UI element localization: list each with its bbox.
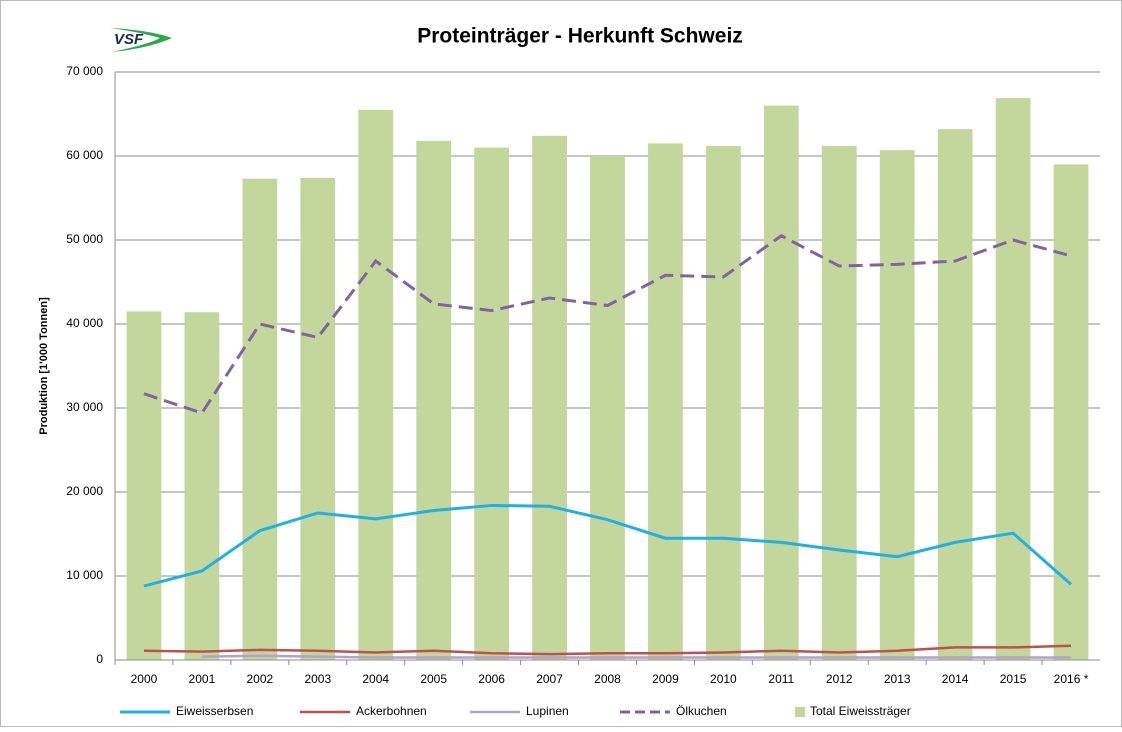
bar	[532, 135, 567, 661]
y-tick-label: 60 000	[66, 148, 103, 162]
bar	[184, 312, 220, 660]
y-tick-label: 10 000	[66, 568, 103, 582]
bar	[648, 143, 683, 660]
x-tick-label: 2006	[478, 672, 505, 686]
legend-swatch	[795, 707, 805, 717]
bar	[706, 145, 741, 661]
x-tick-label: 2004	[362, 672, 389, 686]
bar	[937, 129, 973, 660]
bar	[242, 178, 278, 660]
line-series	[201, 654, 1072, 659]
x-tick-label: 2012	[826, 672, 853, 686]
bar	[995, 98, 1031, 661]
bar	[821, 145, 857, 661]
legend-label: Lupinen	[526, 704, 569, 718]
x-tick-label: 2013	[884, 672, 911, 686]
bar	[126, 311, 162, 660]
y-tick-label: 70 000	[66, 64, 103, 78]
x-tick-label: 2009	[652, 672, 679, 686]
x-tick-label: 2003	[304, 672, 331, 686]
chart-title: Proteinträger - Herkunft Schweiz	[417, 25, 743, 48]
line-series	[143, 234, 1072, 415]
bar	[590, 156, 625, 660]
y-tick-label: 20 000	[66, 484, 103, 498]
x-tick-label: 2010	[710, 672, 737, 686]
y-tick-label: 30 000	[66, 400, 103, 414]
bar	[879, 150, 915, 660]
bar	[358, 109, 394, 661]
bar	[474, 147, 509, 661]
legend-label: Ölkuchen	[676, 704, 727, 718]
x-tick-label: 2016 *	[1054, 672, 1089, 686]
logo-text: VSF	[114, 31, 144, 48]
legend-label: Total Eiweissträger	[810, 704, 911, 718]
legend-label: Eiweisserbsen	[176, 704, 253, 718]
bar	[416, 140, 452, 660]
x-tick-label: 2001	[189, 672, 216, 686]
x-tick-label: 2011	[768, 672, 794, 686]
logo-swoosh	[110, 28, 172, 52]
x-tick-label: 2015	[1000, 672, 1027, 686]
logo: VSF	[110, 28, 172, 52]
line-series	[143, 644, 1072, 656]
bar	[300, 177, 336, 660]
y-axis-label: Produktion [1'000 Tonnen]	[38, 297, 50, 435]
y-tick-label: 0	[96, 652, 103, 666]
x-tick-label: 2005	[420, 672, 447, 686]
x-tick-label: 2008	[594, 672, 621, 686]
x-tick-label: 2000	[131, 672, 158, 686]
bar	[763, 105, 799, 661]
x-tick-label: 2014	[942, 672, 969, 686]
x-tick-label: 2007	[536, 672, 563, 686]
bar	[1053, 164, 1089, 660]
legend-label: Ackerbohnen	[356, 704, 427, 718]
y-tick-label: 40 000	[66, 316, 103, 330]
y-tick-label: 50 000	[66, 232, 103, 246]
line-series	[143, 503, 1073, 588]
x-tick-label: 2002	[247, 672, 274, 686]
